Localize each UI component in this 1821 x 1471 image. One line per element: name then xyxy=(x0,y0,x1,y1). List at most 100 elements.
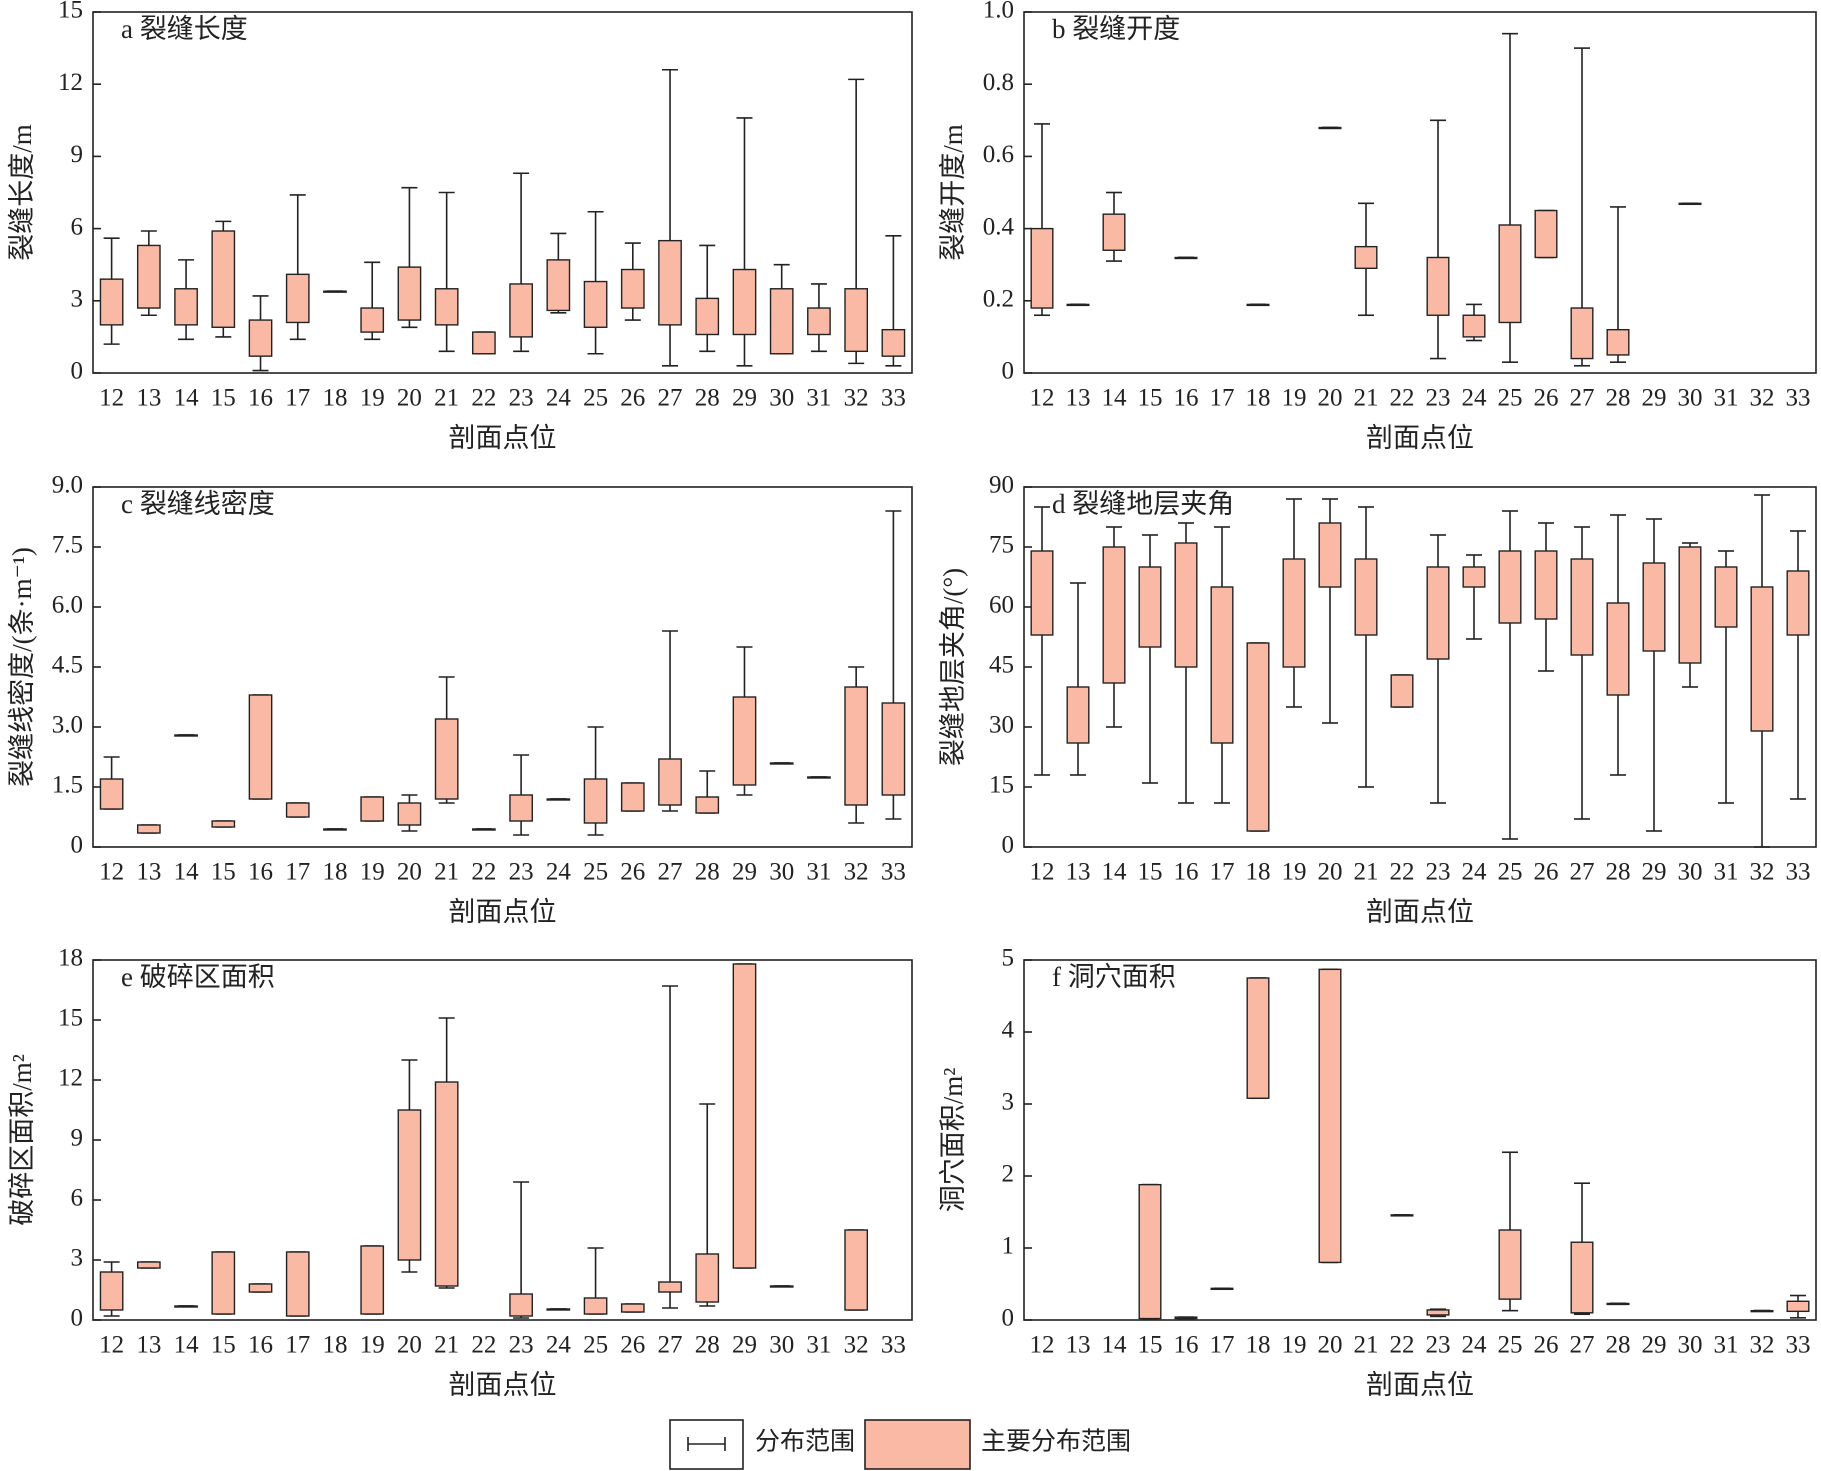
chart-title: b 裂缝开度 xyxy=(1052,14,1180,44)
legend-label: 主要分布范围 xyxy=(981,1428,1131,1456)
y-tick-label: 4 xyxy=(1002,1017,1015,1044)
box xyxy=(1174,542,1198,668)
x-tick-label: 33 xyxy=(881,1332,906,1359)
x-tick-label: 31 xyxy=(806,859,831,886)
x-tick-label: 30 xyxy=(769,1332,794,1359)
x-tick-label: 14 xyxy=(1102,1332,1128,1359)
x-tick-label: 30 xyxy=(1678,385,1703,412)
x-tick-label: 30 xyxy=(1678,1332,1703,1359)
x-tick-label: 17 xyxy=(285,859,310,886)
box xyxy=(136,824,161,834)
box xyxy=(360,1245,385,1315)
box xyxy=(1462,566,1486,588)
x-tick-label: 15 xyxy=(1138,859,1163,886)
box xyxy=(434,288,459,326)
x-tick-label: 12 xyxy=(1030,385,1055,412)
x-tick-label: 21 xyxy=(434,385,459,412)
x-axis-label: 剖面点位 xyxy=(449,897,557,927)
plot-frame xyxy=(1023,11,1817,374)
box xyxy=(583,280,608,328)
y-tick-label: 3 xyxy=(71,286,84,313)
x-tick-label: 25 xyxy=(1498,385,1523,412)
x-tick-label: 23 xyxy=(509,385,534,412)
box xyxy=(211,820,236,828)
box xyxy=(472,331,496,355)
x-tick-label: 33 xyxy=(881,385,906,412)
box xyxy=(397,802,422,826)
plot-frame xyxy=(1023,486,1817,848)
x-tick-label: 26 xyxy=(620,385,645,412)
y-tick-label: 12 xyxy=(58,69,83,96)
box xyxy=(546,798,571,801)
y-tick-label: 3 xyxy=(1002,1089,1015,1116)
y-tick-label: 3.0 xyxy=(52,712,83,739)
x-tick-label: 27 xyxy=(1570,859,1595,886)
y-axis-label: 裂缝长度/m xyxy=(7,124,37,261)
box xyxy=(658,239,682,326)
box xyxy=(1750,1309,1774,1313)
y-axis-label: 裂缝线密度/(条·m⁻¹) xyxy=(7,547,37,787)
box xyxy=(1498,224,1522,324)
x-tick-label: 29 xyxy=(1642,385,1667,412)
box xyxy=(807,307,831,336)
x-tick-label: 20 xyxy=(397,859,422,886)
x-tick-label: 17 xyxy=(1210,1332,1235,1359)
box xyxy=(1390,674,1414,708)
box xyxy=(174,734,198,737)
y-tick-label: 2 xyxy=(1002,1161,1015,1188)
x-tick-label: 19 xyxy=(360,1332,385,1359)
x-tick-label: 32 xyxy=(1750,385,1775,412)
x-tick-label: 16 xyxy=(248,385,273,412)
x-tick-label: 13 xyxy=(136,1332,161,1359)
x-tick-label: 12 xyxy=(1030,859,1055,886)
x-tick-label: 15 xyxy=(211,1332,236,1359)
box xyxy=(1318,126,1342,130)
x-tick-label: 19 xyxy=(360,385,385,412)
y-tick-label: 0 xyxy=(71,358,84,385)
x-tick-label: 33 xyxy=(1786,385,1811,412)
box xyxy=(769,288,794,355)
box xyxy=(1102,213,1126,251)
x-tick-label: 15 xyxy=(1138,1332,1163,1359)
box xyxy=(1750,586,1774,732)
box xyxy=(397,1109,422,1261)
box xyxy=(174,1305,198,1308)
box xyxy=(211,1251,236,1315)
x-tick-label: 32 xyxy=(1750,1332,1775,1359)
box xyxy=(844,686,869,806)
box xyxy=(1066,686,1090,744)
x-tick-label: 13 xyxy=(136,385,161,412)
x-tick-label: 28 xyxy=(1606,385,1631,412)
box xyxy=(1318,522,1342,588)
x-tick-label: 19 xyxy=(360,859,385,886)
x-tick-label: 18 xyxy=(1246,385,1271,412)
y-axis-label: 洞穴面积/m² xyxy=(938,1068,968,1213)
x-tick-label: 28 xyxy=(695,1332,720,1359)
box xyxy=(1714,566,1738,628)
box xyxy=(807,776,831,779)
x-axis-label: 剖面点位 xyxy=(449,1370,557,1400)
x-tick-label: 22 xyxy=(471,1332,496,1359)
x-axis-label: 剖面点位 xyxy=(449,423,557,453)
y-tick-label: 9 xyxy=(71,141,84,168)
y-tick-label: 1.5 xyxy=(52,772,83,799)
whisker xyxy=(1358,506,1374,788)
x-tick-label: 30 xyxy=(769,385,794,412)
box xyxy=(695,297,720,336)
x-tick-label: 17 xyxy=(285,1332,310,1359)
x-tick-label: 12 xyxy=(99,385,124,412)
box xyxy=(1246,303,1270,307)
x-tick-label: 17 xyxy=(1210,385,1235,412)
y-tick-label: 0.6 xyxy=(983,141,1014,168)
y-tick-label: 7.5 xyxy=(52,532,83,559)
x-tick-label: 15 xyxy=(1138,385,1163,412)
x-tick-label: 21 xyxy=(434,1332,459,1359)
box xyxy=(1642,562,1666,652)
box xyxy=(509,283,533,338)
chart-title: e 破碎区面积 xyxy=(121,962,275,992)
whisker xyxy=(438,191,455,353)
x-tick-label: 24 xyxy=(546,1332,572,1359)
y-tick-label: 0.2 xyxy=(983,286,1014,313)
x-tick-label: 32 xyxy=(844,385,869,412)
